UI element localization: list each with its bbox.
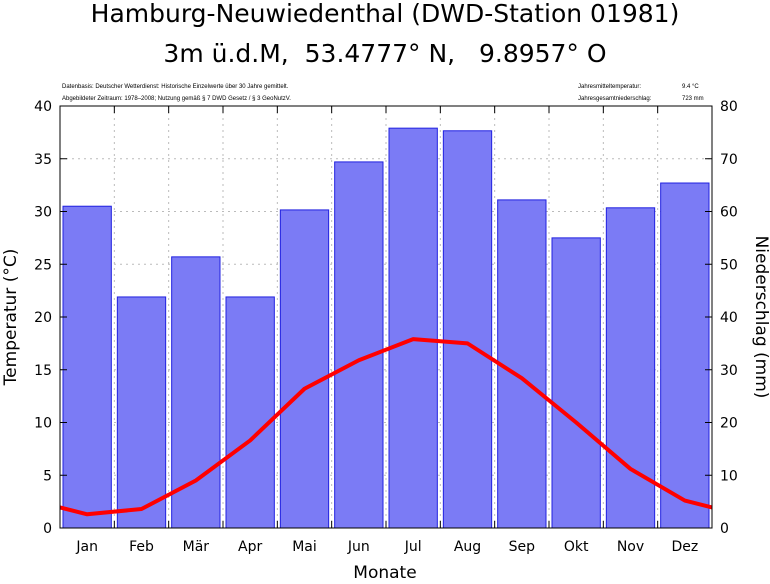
x-axis-label: Monate bbox=[353, 563, 416, 580]
note-precip-label: Jahresgesamtniederschlag: bbox=[578, 96, 652, 102]
bar-Apr bbox=[226, 297, 274, 528]
x-tick-label: Sep bbox=[509, 539, 536, 555]
bar-Aug bbox=[443, 131, 491, 528]
y-tick-label: 35 bbox=[34, 152, 52, 168]
y2-tick-label: 60 bbox=[720, 205, 738, 221]
y-tick-label: 0 bbox=[43, 521, 52, 537]
bar-Jan bbox=[63, 206, 111, 528]
bar-Mai bbox=[280, 210, 328, 528]
y2-tick-label: 0 bbox=[720, 521, 729, 537]
y2-tick-label: 30 bbox=[720, 363, 738, 379]
x-tick-label: Jun bbox=[347, 539, 370, 555]
bar-Jul bbox=[389, 128, 437, 528]
y2-tick-label: 20 bbox=[720, 416, 738, 432]
x-tick-label: Dez bbox=[671, 539, 698, 555]
y-tick-label: 40 bbox=[34, 99, 52, 115]
y2-tick-label: 50 bbox=[720, 257, 738, 273]
bar-Feb bbox=[117, 297, 165, 528]
bar-Sep bbox=[498, 200, 546, 528]
bar-Dez bbox=[661, 183, 709, 528]
x-tick-label: Mär bbox=[183, 539, 210, 555]
chart-subtitle: 3m ü.d.M, 53.4777° N, 9.8957° O bbox=[163, 39, 606, 68]
y2-axis-label: Niederschlag (mm) bbox=[751, 236, 770, 399]
y-tick-label: 20 bbox=[34, 310, 52, 326]
y-axis-label: Temperatur (°C) bbox=[1, 249, 21, 387]
note-precip-value: 723 mm bbox=[682, 96, 704, 102]
y-tick-label: 5 bbox=[43, 468, 52, 484]
y-tick-label: 10 bbox=[34, 416, 52, 432]
bar-Jun bbox=[335, 162, 383, 528]
y-tick-label: 15 bbox=[34, 363, 52, 379]
x-tick-label: Mai bbox=[292, 539, 317, 555]
y2-tick-label: 80 bbox=[720, 99, 738, 115]
note-mean-temp-value: 9.4 °C bbox=[682, 84, 699, 90]
x-tick-label: Apr bbox=[238, 539, 262, 555]
x-tick-label: Aug bbox=[454, 539, 481, 555]
note-period: Abgebildeter Zeitraum: 1978–2008; Nutzun… bbox=[62, 96, 291, 102]
bar-Okt bbox=[552, 238, 600, 528]
x-tick-label: Nov bbox=[617, 539, 644, 555]
y-tick-label: 30 bbox=[34, 205, 52, 221]
y2-tick-label: 40 bbox=[720, 310, 738, 326]
chart-title: Hamburg-Neuwiedenthal (DWD-Station 01981… bbox=[91, 0, 680, 28]
x-tick-label: Okt bbox=[564, 539, 589, 555]
note-mean-temp-label: Jahresmitteltemperatur: bbox=[578, 84, 641, 90]
note-source: Datenbasis: Deutscher Wetterdienst: Hist… bbox=[62, 84, 289, 90]
y2-tick-label: 70 bbox=[720, 152, 738, 168]
x-tick-label: Jan bbox=[75, 539, 98, 555]
y-tick-label: 25 bbox=[34, 257, 52, 273]
y2-tick-label: 10 bbox=[720, 468, 738, 484]
x-tick-label: Jul bbox=[404, 539, 422, 555]
x-tick-label: Feb bbox=[129, 539, 154, 555]
